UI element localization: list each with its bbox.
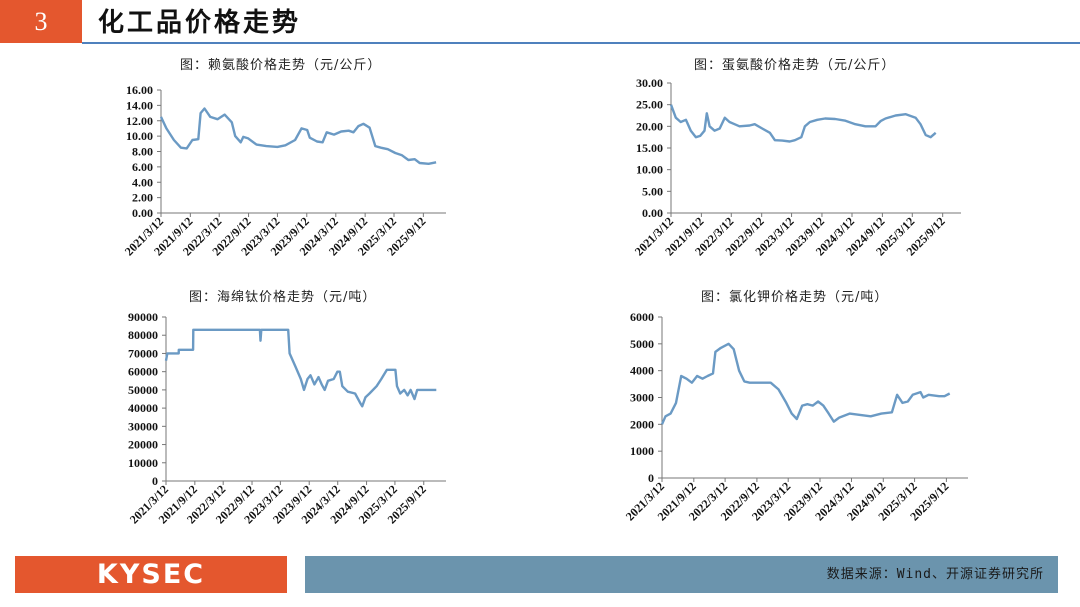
titanium-sponge-y-tick-label: 50000	[128, 383, 158, 397]
methionine-y-tick-label: 30.00	[636, 76, 663, 90]
titanium-sponge-y-tick-label: 90000	[128, 310, 158, 324]
potassium-chloride-y-tick-label: 5000	[630, 337, 654, 351]
methionine-price-line	[669, 104, 937, 143]
section-number: 3	[0, 0, 82, 43]
lysine-y-tick-label: 2.00	[132, 191, 153, 205]
potassium-chloride-y-tick-label: 3000	[630, 391, 654, 405]
lysine-y-tick-label: 8.00	[132, 145, 153, 159]
titanium-sponge-y-tick-label: 40000	[128, 401, 158, 415]
titanium-sponge-y-tick-label: 70000	[128, 346, 158, 360]
titanium-sponge-y-tick-label: 80000	[128, 328, 158, 342]
methionine-y-tick-label: 15.00	[636, 141, 663, 155]
footer-bar: 数据来源：Wind、开源证券研究所	[305, 556, 1058, 593]
methionine-y-tick-label: 10.00	[636, 163, 663, 177]
potassium-chloride-price-line	[660, 342, 951, 425]
potassium-chloride-y-tick-label: 6000	[630, 310, 654, 324]
chart-title-titanium-sponge: 图：海绵钛价格走势（元/吨）	[189, 290, 377, 305]
lysine-y-tick-label: 0.00	[132, 206, 153, 220]
titanium-sponge-price-line	[164, 328, 437, 408]
header-divider	[82, 42, 1080, 44]
lysine-y-tick-label: 4.00	[132, 175, 153, 189]
methionine-y-tick-label: 0.00	[642, 206, 663, 220]
lysine-y-tick-label: 12.00	[126, 114, 153, 128]
titanium-sponge-y-tick-label: 0	[152, 474, 158, 488]
methionine-y-tick-label: 25.00	[636, 98, 663, 112]
methionine-y-tick-label: 20.00	[636, 119, 663, 133]
lysine-y-tick-label: 10.00	[126, 129, 153, 143]
data-source-note: 数据来源：Wind、开源证券研究所	[826, 567, 1044, 582]
page-title: 化工品价格走势	[98, 8, 302, 38]
methionine-y-tick-label: 5.00	[642, 184, 663, 198]
chart-title-lysine: 图：赖氨酸价格走势（元/公斤）	[180, 58, 382, 73]
lysine-price-line	[159, 107, 437, 165]
potassium-chloride-y-tick-label: 1000	[630, 444, 654, 458]
titanium-sponge-y-tick-label: 10000	[128, 456, 158, 470]
titanium-sponge-y-tick-label: 30000	[128, 419, 158, 433]
titanium-sponge-y-tick-label: 20000	[128, 438, 158, 452]
potassium-chloride-y-tick-label: 2000	[630, 417, 654, 431]
lysine-y-tick-label: 14.00	[126, 98, 153, 112]
titanium-sponge-y-tick-label: 60000	[128, 365, 158, 379]
potassium-chloride-y-tick-label: 4000	[630, 364, 654, 378]
lysine-y-tick-label: 16.00	[126, 83, 153, 97]
lysine-y-tick-label: 6.00	[132, 160, 153, 174]
chart-title-methionine: 图：蛋氨酸价格走势（元/公斤）	[694, 58, 896, 73]
potassium-chloride-y-tick-label: 0	[648, 471, 654, 485]
chart-title-potassium-chloride: 图：氯化钾价格走势（元/吨）	[701, 290, 889, 305]
kysec-logo: KYSEC	[15, 556, 287, 593]
